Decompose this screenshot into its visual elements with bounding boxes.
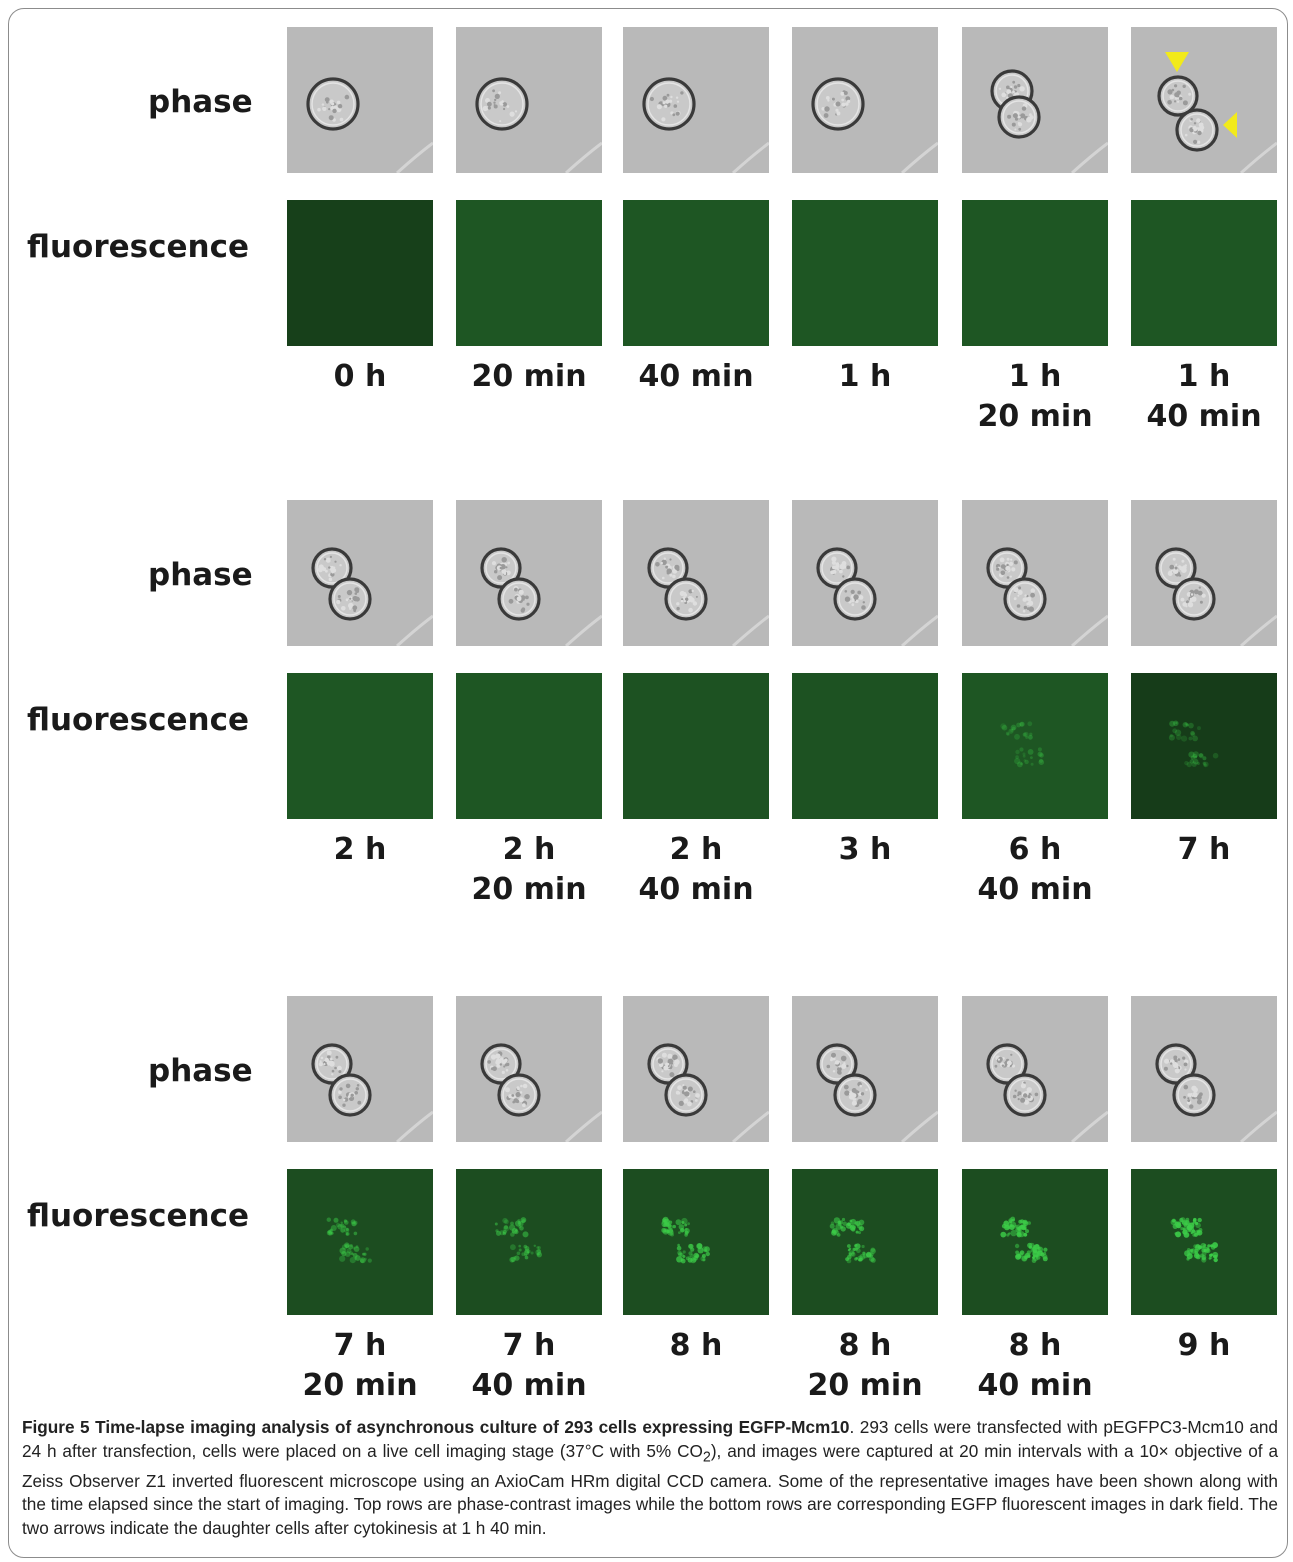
time-label: 8 h bbox=[669, 1328, 723, 1363]
fluorescence-image bbox=[287, 200, 433, 346]
time-label: 0 h bbox=[333, 359, 387, 394]
time-label: 7 h bbox=[1177, 832, 1231, 867]
time-label: 1 h bbox=[838, 359, 892, 394]
phase-image bbox=[623, 500, 769, 646]
phase-image bbox=[1131, 996, 1277, 1142]
phase-image bbox=[792, 27, 938, 173]
fluorescence-image bbox=[962, 673, 1108, 819]
time-label: 1 h 20 min bbox=[977, 359, 1093, 434]
time-label: 20 min bbox=[471, 359, 587, 394]
phase-image bbox=[1131, 27, 1277, 173]
row-label-fluorescence: fluorescence bbox=[27, 229, 249, 265]
caption-title: Figure 5 Time-lapse imaging analysis of … bbox=[22, 1417, 850, 1438]
fluorescence-image bbox=[287, 673, 433, 819]
phase-image bbox=[623, 996, 769, 1142]
caption-text-b: ), and images were captured at 20 min in… bbox=[22, 1440, 1279, 1538]
row-label-phase: phase bbox=[148, 84, 253, 120]
phase-image bbox=[456, 500, 602, 646]
time-label: 8 h 20 min bbox=[807, 1328, 923, 1403]
fluorescence-image bbox=[1131, 1169, 1277, 1315]
row-label-fluorescence: fluorescence bbox=[27, 1198, 249, 1234]
row-label-fluorescence: fluorescence bbox=[27, 702, 249, 738]
fluorescence-image bbox=[456, 200, 602, 346]
fluorescence-image bbox=[623, 1169, 769, 1315]
fluorescence-image bbox=[623, 673, 769, 819]
fluorescence-image bbox=[456, 673, 602, 819]
fluorescence-image bbox=[287, 1169, 433, 1315]
fluorescence-image bbox=[962, 1169, 1108, 1315]
phase-image bbox=[962, 500, 1108, 646]
fluorescence-image bbox=[962, 200, 1108, 346]
phase-image bbox=[456, 27, 602, 173]
row-label-phase: phase bbox=[148, 1053, 253, 1089]
phase-image bbox=[623, 27, 769, 173]
phase-image bbox=[287, 500, 433, 646]
time-label: 1 h 40 min bbox=[1146, 359, 1262, 434]
time-label: 3 h bbox=[838, 832, 892, 867]
fluorescence-image bbox=[1131, 673, 1277, 819]
phase-image bbox=[962, 27, 1108, 173]
fluorescence-image bbox=[792, 1169, 938, 1315]
time-label: 7 h 40 min bbox=[471, 1328, 587, 1403]
fluorescence-image bbox=[623, 200, 769, 346]
phase-image bbox=[792, 500, 938, 646]
phase-image bbox=[287, 27, 433, 173]
time-label: 2 h 40 min bbox=[638, 832, 754, 907]
fluorescence-image bbox=[456, 1169, 602, 1315]
fluorescence-image bbox=[1131, 200, 1277, 346]
time-label: 2 h 20 min bbox=[471, 832, 587, 907]
row-label-phase: phase bbox=[148, 557, 253, 593]
time-label: 6 h 40 min bbox=[977, 832, 1093, 907]
phase-image bbox=[962, 996, 1108, 1142]
phase-image bbox=[456, 996, 602, 1142]
time-label: 40 min bbox=[638, 359, 754, 394]
phase-image bbox=[287, 996, 433, 1142]
caption-subscript: 2 bbox=[702, 1449, 711, 1466]
phase-image bbox=[792, 996, 938, 1142]
fluorescence-image bbox=[792, 200, 938, 346]
time-label: 8 h 40 min bbox=[977, 1328, 1093, 1403]
caption-text-a: . 293 cells were transfected with pEGFPC… bbox=[22, 1417, 1278, 1461]
time-label: 9 h bbox=[1177, 1328, 1231, 1363]
time-label: 7 h 20 min bbox=[302, 1328, 418, 1403]
figure-caption: Figure 5 Time-lapse imaging analysis of … bbox=[22, 1416, 1278, 1540]
phase-image bbox=[1131, 500, 1277, 646]
figure-frame bbox=[8, 8, 1288, 1558]
fluorescence-image bbox=[792, 673, 938, 819]
time-label: 2 h bbox=[333, 832, 387, 867]
